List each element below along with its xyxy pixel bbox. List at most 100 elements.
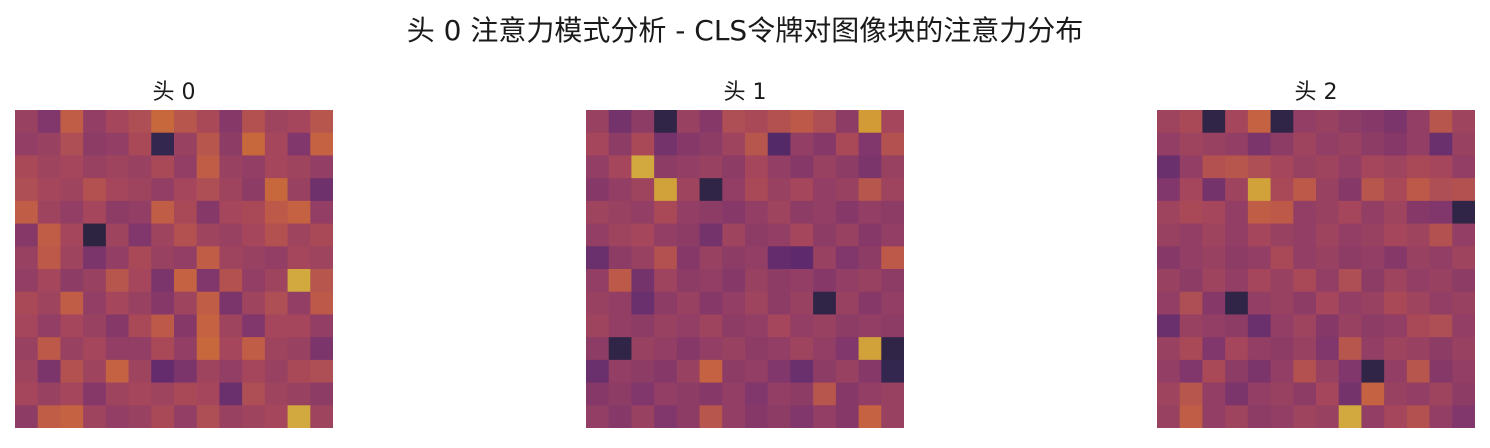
heatmap-cell bbox=[105, 382, 130, 406]
heatmap-cell bbox=[151, 110, 175, 134]
heatmap-cell bbox=[37, 246, 62, 270]
heatmap-cell bbox=[767, 405, 792, 428]
heatmap-cell bbox=[722, 200, 746, 225]
heatmap-cell bbox=[83, 314, 107, 338]
heatmap-cell bbox=[1247, 314, 1272, 338]
heatmap-cell bbox=[858, 132, 882, 157]
heatmap-cell bbox=[1202, 223, 1226, 247]
heatmap-cell bbox=[174, 269, 198, 293]
heatmap-cell bbox=[37, 155, 62, 179]
heatmap-cell bbox=[15, 291, 39, 316]
heatmap-cell bbox=[1361, 178, 1385, 202]
heatmap-cell bbox=[1338, 337, 1363, 361]
heatmap-cell bbox=[83, 359, 107, 384]
heatmap-cell bbox=[105, 200, 130, 225]
heatmap-cell bbox=[767, 223, 792, 247]
heatmap-cell bbox=[858, 382, 882, 406]
heatmap-cell bbox=[264, 269, 289, 293]
heatmap-cell bbox=[128, 337, 152, 361]
heatmap-cell bbox=[608, 405, 633, 428]
heatmap-cell bbox=[1361, 337, 1385, 361]
heatmap-cell bbox=[219, 314, 243, 338]
heatmap-cell bbox=[1270, 382, 1294, 406]
heatmap-cell bbox=[15, 269, 39, 293]
heatmap-cell bbox=[1384, 337, 1408, 361]
heatmap-cell bbox=[767, 359, 792, 384]
heatmap-cell bbox=[722, 359, 746, 384]
heatmap-cell bbox=[586, 359, 610, 384]
heatmap-cell bbox=[767, 291, 792, 316]
heatmap-cell bbox=[1406, 314, 1431, 338]
heatmap-cell bbox=[790, 110, 814, 134]
heatmap-cell bbox=[654, 359, 678, 384]
heatmap-cell bbox=[676, 337, 701, 361]
heatmap-cell bbox=[1225, 223, 1249, 247]
heatmap-cell bbox=[881, 269, 904, 293]
heatmap-cell bbox=[813, 314, 837, 338]
heatmap-cell bbox=[813, 291, 837, 316]
heatmap-cell bbox=[1157, 110, 1181, 134]
heatmap-cell bbox=[745, 200, 769, 225]
heatmap-cell bbox=[1202, 200, 1226, 225]
heatmap-cell bbox=[1429, 110, 1453, 134]
heatmap-cell bbox=[858, 155, 882, 179]
heatmap-cell bbox=[676, 382, 701, 406]
heatmap-cell bbox=[1179, 405, 1204, 428]
heatmap-cell bbox=[1316, 405, 1340, 428]
heatmap-cell bbox=[310, 200, 333, 225]
heatmap-cell bbox=[1338, 178, 1363, 202]
heatmap-panel-head-2: 头 2 bbox=[1157, 78, 1475, 428]
heatmap-cell bbox=[1202, 405, 1226, 428]
heatmap-cell bbox=[196, 155, 221, 179]
heatmap-cell bbox=[1316, 155, 1340, 179]
heatmap-cell bbox=[1179, 246, 1204, 270]
heatmap-cell bbox=[722, 382, 746, 406]
heatmap-cell bbox=[813, 178, 837, 202]
heatmap-cell bbox=[242, 178, 266, 202]
heatmap-cell bbox=[1202, 359, 1226, 384]
heatmap-cell bbox=[264, 246, 289, 270]
heatmap-cell bbox=[654, 132, 678, 157]
heatmap-cell bbox=[1316, 359, 1340, 384]
heatmap-cell bbox=[287, 269, 311, 293]
heatmap-cell bbox=[1338, 359, 1363, 384]
heatmap-cell bbox=[242, 314, 266, 338]
heatmap-cell bbox=[1452, 246, 1475, 270]
heatmap-cell bbox=[128, 132, 152, 157]
heatmap-cell bbox=[745, 132, 769, 157]
heatmap-cell bbox=[699, 155, 723, 179]
heatmap-cell bbox=[1270, 269, 1294, 293]
heatmap-cell bbox=[699, 246, 723, 270]
heatmap-cell bbox=[264, 382, 289, 406]
heatmap-cell bbox=[1247, 382, 1272, 406]
heatmap-cell bbox=[835, 382, 860, 406]
heatmap-cell bbox=[264, 291, 289, 316]
heatmap-cell bbox=[1361, 132, 1385, 157]
heatmap-cell bbox=[287, 110, 311, 134]
heatmap-cell bbox=[881, 223, 904, 247]
heatmap-cell bbox=[1316, 291, 1340, 316]
heatmap-cell bbox=[858, 269, 882, 293]
heatmap-cell bbox=[1452, 405, 1475, 428]
heatmap-cell bbox=[654, 405, 678, 428]
heatmap-cell bbox=[1270, 110, 1294, 134]
heatmap-cell bbox=[219, 337, 243, 361]
heatmap-cell bbox=[767, 200, 792, 225]
heatmap-cell bbox=[15, 110, 39, 134]
heatmap-cell bbox=[790, 223, 814, 247]
heatmap-cell bbox=[128, 405, 152, 428]
heatmap-cell bbox=[15, 200, 39, 225]
heatmap-cell bbox=[1338, 155, 1363, 179]
heatmap-cell bbox=[105, 269, 130, 293]
heatmap-cell bbox=[219, 110, 243, 134]
heatmap-cell bbox=[835, 337, 860, 361]
heatmap-cell bbox=[105, 246, 130, 270]
heatmap-cell bbox=[1225, 155, 1249, 179]
heatmap-cell bbox=[654, 291, 678, 316]
heatmap-cell bbox=[1406, 200, 1431, 225]
heatmap-cell bbox=[151, 337, 175, 361]
heatmap-cell bbox=[858, 110, 882, 134]
heatmap-cell bbox=[676, 246, 701, 270]
heatmap-cell bbox=[699, 314, 723, 338]
heatmap-cell bbox=[310, 269, 333, 293]
